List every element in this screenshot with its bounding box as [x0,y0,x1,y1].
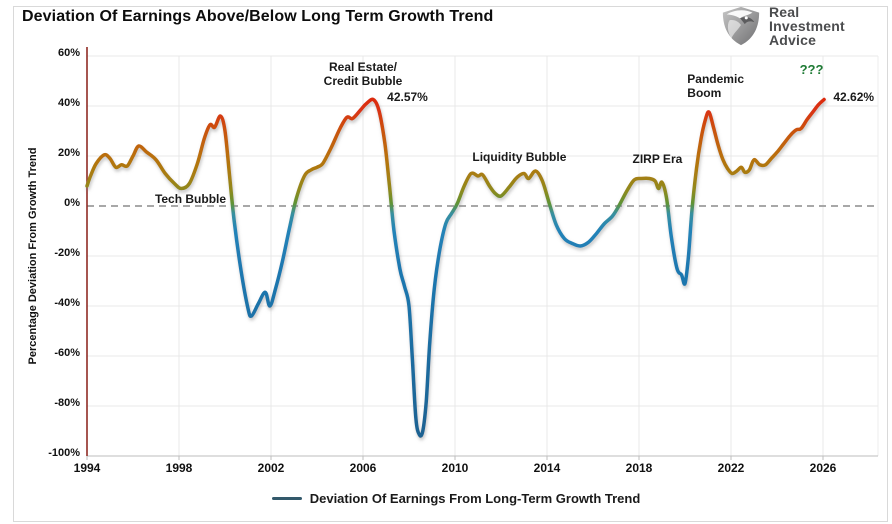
annotation-current-value: 42.62% [833,90,875,105]
brand-name-line: Advice [769,32,817,48]
brand-name: Real Investment Advice [769,5,845,47]
y-tick-label: 60% [57,47,80,59]
legend-label: Deviation Of Earnings From Long-Term Gro… [309,491,641,506]
x-tick-label: 2018 [625,461,653,475]
x-tick-label: 2006 [349,461,377,475]
annotation-question-marks: ??? [799,61,824,77]
page-title: Deviation Of Earnings Above/Below Long T… [22,8,494,25]
annotation-zirp-era: ZIRP Era [632,151,683,166]
legend: Deviation Of Earnings From Long-Term Gro… [0,491,892,506]
x-tick-label: 2022 [717,461,745,475]
annotation-peak-2007-value: 42.57% [387,90,428,105]
x-tick-label: 2010 [441,461,469,475]
y-tick-label: -40% [54,297,80,309]
legend-line-swatch [271,497,302,500]
brand-logo: Real Investment Advice [720,5,845,47]
annotation-real-estate-credit-bubble: Real Estate/ Credit Bubble [323,59,403,88]
y-tick-label: -60% [54,347,80,359]
y-tick-label: -20% [54,247,80,259]
x-tick-label: 2014 [533,461,561,475]
x-tick-label: 1994 [73,461,101,475]
annotation-tech-bubble: Tech Bubble [154,191,227,206]
brand-name-line: Real [769,4,800,20]
annotation-liquidity-bubble: Liquidity Bubble [472,150,567,165]
x-tick-label: 2002 [257,461,285,475]
y-tick-label: -100% [48,447,80,459]
y-tick-label: -80% [54,397,80,409]
y-tick-label: 40% [57,97,80,109]
eagle-logo-icon [722,6,760,46]
annotation-pandemic-boom: Pandemic Boom [687,72,744,100]
deviation-line [85,97,826,438]
x-tick-label: 1998 [165,461,193,475]
brand-name-line: Investment [769,18,845,34]
y-tick-label: 0% [64,197,80,209]
x-tick-label: 2026 [809,461,837,475]
y-tick-label: 20% [57,147,80,159]
